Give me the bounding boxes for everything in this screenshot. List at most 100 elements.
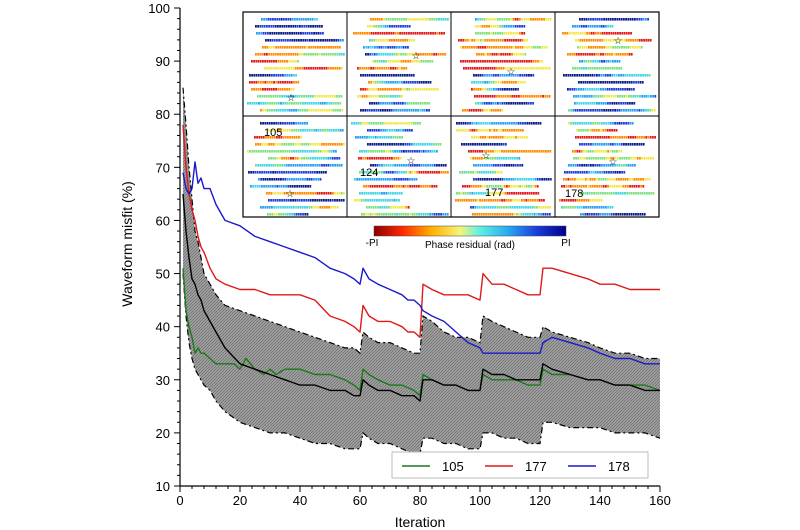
residual-dot <box>490 18 493 21</box>
residual-dot <box>429 18 432 21</box>
residual-dot <box>590 18 592 21</box>
residual-dot <box>394 164 396 167</box>
residual-dot <box>565 178 567 181</box>
residual-dot <box>614 39 617 42</box>
residual-dot <box>568 32 571 35</box>
residual-dot <box>605 67 607 70</box>
residual-dot <box>288 122 291 125</box>
residual-dot <box>518 150 521 153</box>
residual-dot <box>275 109 278 112</box>
residual-dot <box>641 39 643 42</box>
residual-dot <box>365 178 367 181</box>
residual-dot <box>321 53 323 56</box>
legend: 105 177 178 <box>391 451 649 479</box>
residual-dot <box>310 164 312 167</box>
residual-dot <box>469 192 471 195</box>
residual-dot <box>585 150 587 153</box>
residual-dot <box>618 178 620 181</box>
residual-dot <box>471 192 474 195</box>
residual-dot <box>274 164 277 167</box>
residual-dot <box>572 164 575 167</box>
residual-dot <box>422 60 425 63</box>
residual-dot <box>436 32 439 35</box>
residual-dot <box>402 39 404 42</box>
residual-dot <box>548 67 551 70</box>
residual-dot <box>313 18 316 21</box>
residual-dot <box>545 178 548 181</box>
residual-dot <box>478 206 481 209</box>
residual-dot <box>506 122 509 125</box>
residual-dot <box>414 81 416 84</box>
residual-dot <box>489 171 492 174</box>
residual-dot <box>631 185 634 188</box>
residual-dot <box>617 192 620 195</box>
residual-dot <box>518 95 520 98</box>
residual-dot <box>270 46 273 49</box>
residual-dot <box>563 206 565 209</box>
residual-dot <box>537 46 539 49</box>
residual-dot <box>287 39 289 42</box>
residual-dot <box>255 60 258 63</box>
residual-dot <box>403 206 406 209</box>
residual-dot <box>463 67 465 70</box>
residual-dot <box>523 46 526 49</box>
residual-dot <box>594 199 596 202</box>
residual-dot <box>479 18 482 21</box>
residual-dot <box>377 74 380 77</box>
residual-dot <box>396 150 399 153</box>
residual-dot <box>446 213 449 216</box>
residual-dot <box>631 164 634 167</box>
residual-dot <box>505 206 507 209</box>
residual-dot <box>423 81 425 84</box>
residual-dot <box>578 129 580 132</box>
residual-dot <box>416 150 418 153</box>
residual-dot <box>387 18 390 21</box>
residual-dot <box>477 74 480 77</box>
residual-dot <box>629 102 631 105</box>
residual-dot <box>509 150 512 153</box>
residual-dot <box>526 46 528 49</box>
residual-dot <box>495 60 497 63</box>
residual-dot <box>499 109 502 112</box>
residual-dot <box>477 32 479 35</box>
residual-dot <box>618 102 620 105</box>
residual-dot <box>652 192 655 195</box>
residual-dot <box>373 122 375 125</box>
residual-dot <box>391 102 393 105</box>
residual-dot <box>422 164 425 167</box>
residual-dot <box>328 46 330 49</box>
residual-dot <box>515 60 517 63</box>
residual-dot <box>283 95 286 98</box>
residual-dot <box>257 74 260 77</box>
residual-dot <box>294 157 297 160</box>
residual-dot <box>393 178 396 181</box>
residual-dot <box>600 206 603 209</box>
residual-dot <box>626 88 629 91</box>
residual-dot <box>616 122 619 125</box>
residual-dot <box>586 53 589 56</box>
residual-dot <box>499 46 502 49</box>
residual-dot <box>422 171 425 174</box>
residual-dot <box>474 143 476 146</box>
residual-dot <box>363 171 366 174</box>
residual-dot <box>500 129 502 132</box>
residual-dot <box>580 150 583 153</box>
residual-dot <box>609 18 612 21</box>
residual-dot <box>486 60 489 63</box>
residual-dot <box>652 136 654 139</box>
residual-dot <box>376 95 379 98</box>
residual-dot <box>261 143 264 146</box>
residual-dot <box>422 185 425 188</box>
residual-dot <box>602 178 605 181</box>
residual-dot <box>405 213 407 216</box>
residual-dot <box>614 46 617 49</box>
residual-dot <box>571 88 574 91</box>
residual-dot <box>490 109 493 112</box>
residual-dot <box>607 143 610 146</box>
residual-dot <box>600 185 603 188</box>
residual-dot <box>338 192 341 195</box>
residual-dot <box>420 171 423 174</box>
residual-dot <box>358 199 361 202</box>
residual-dot <box>594 136 597 139</box>
residual-dot <box>328 109 330 112</box>
